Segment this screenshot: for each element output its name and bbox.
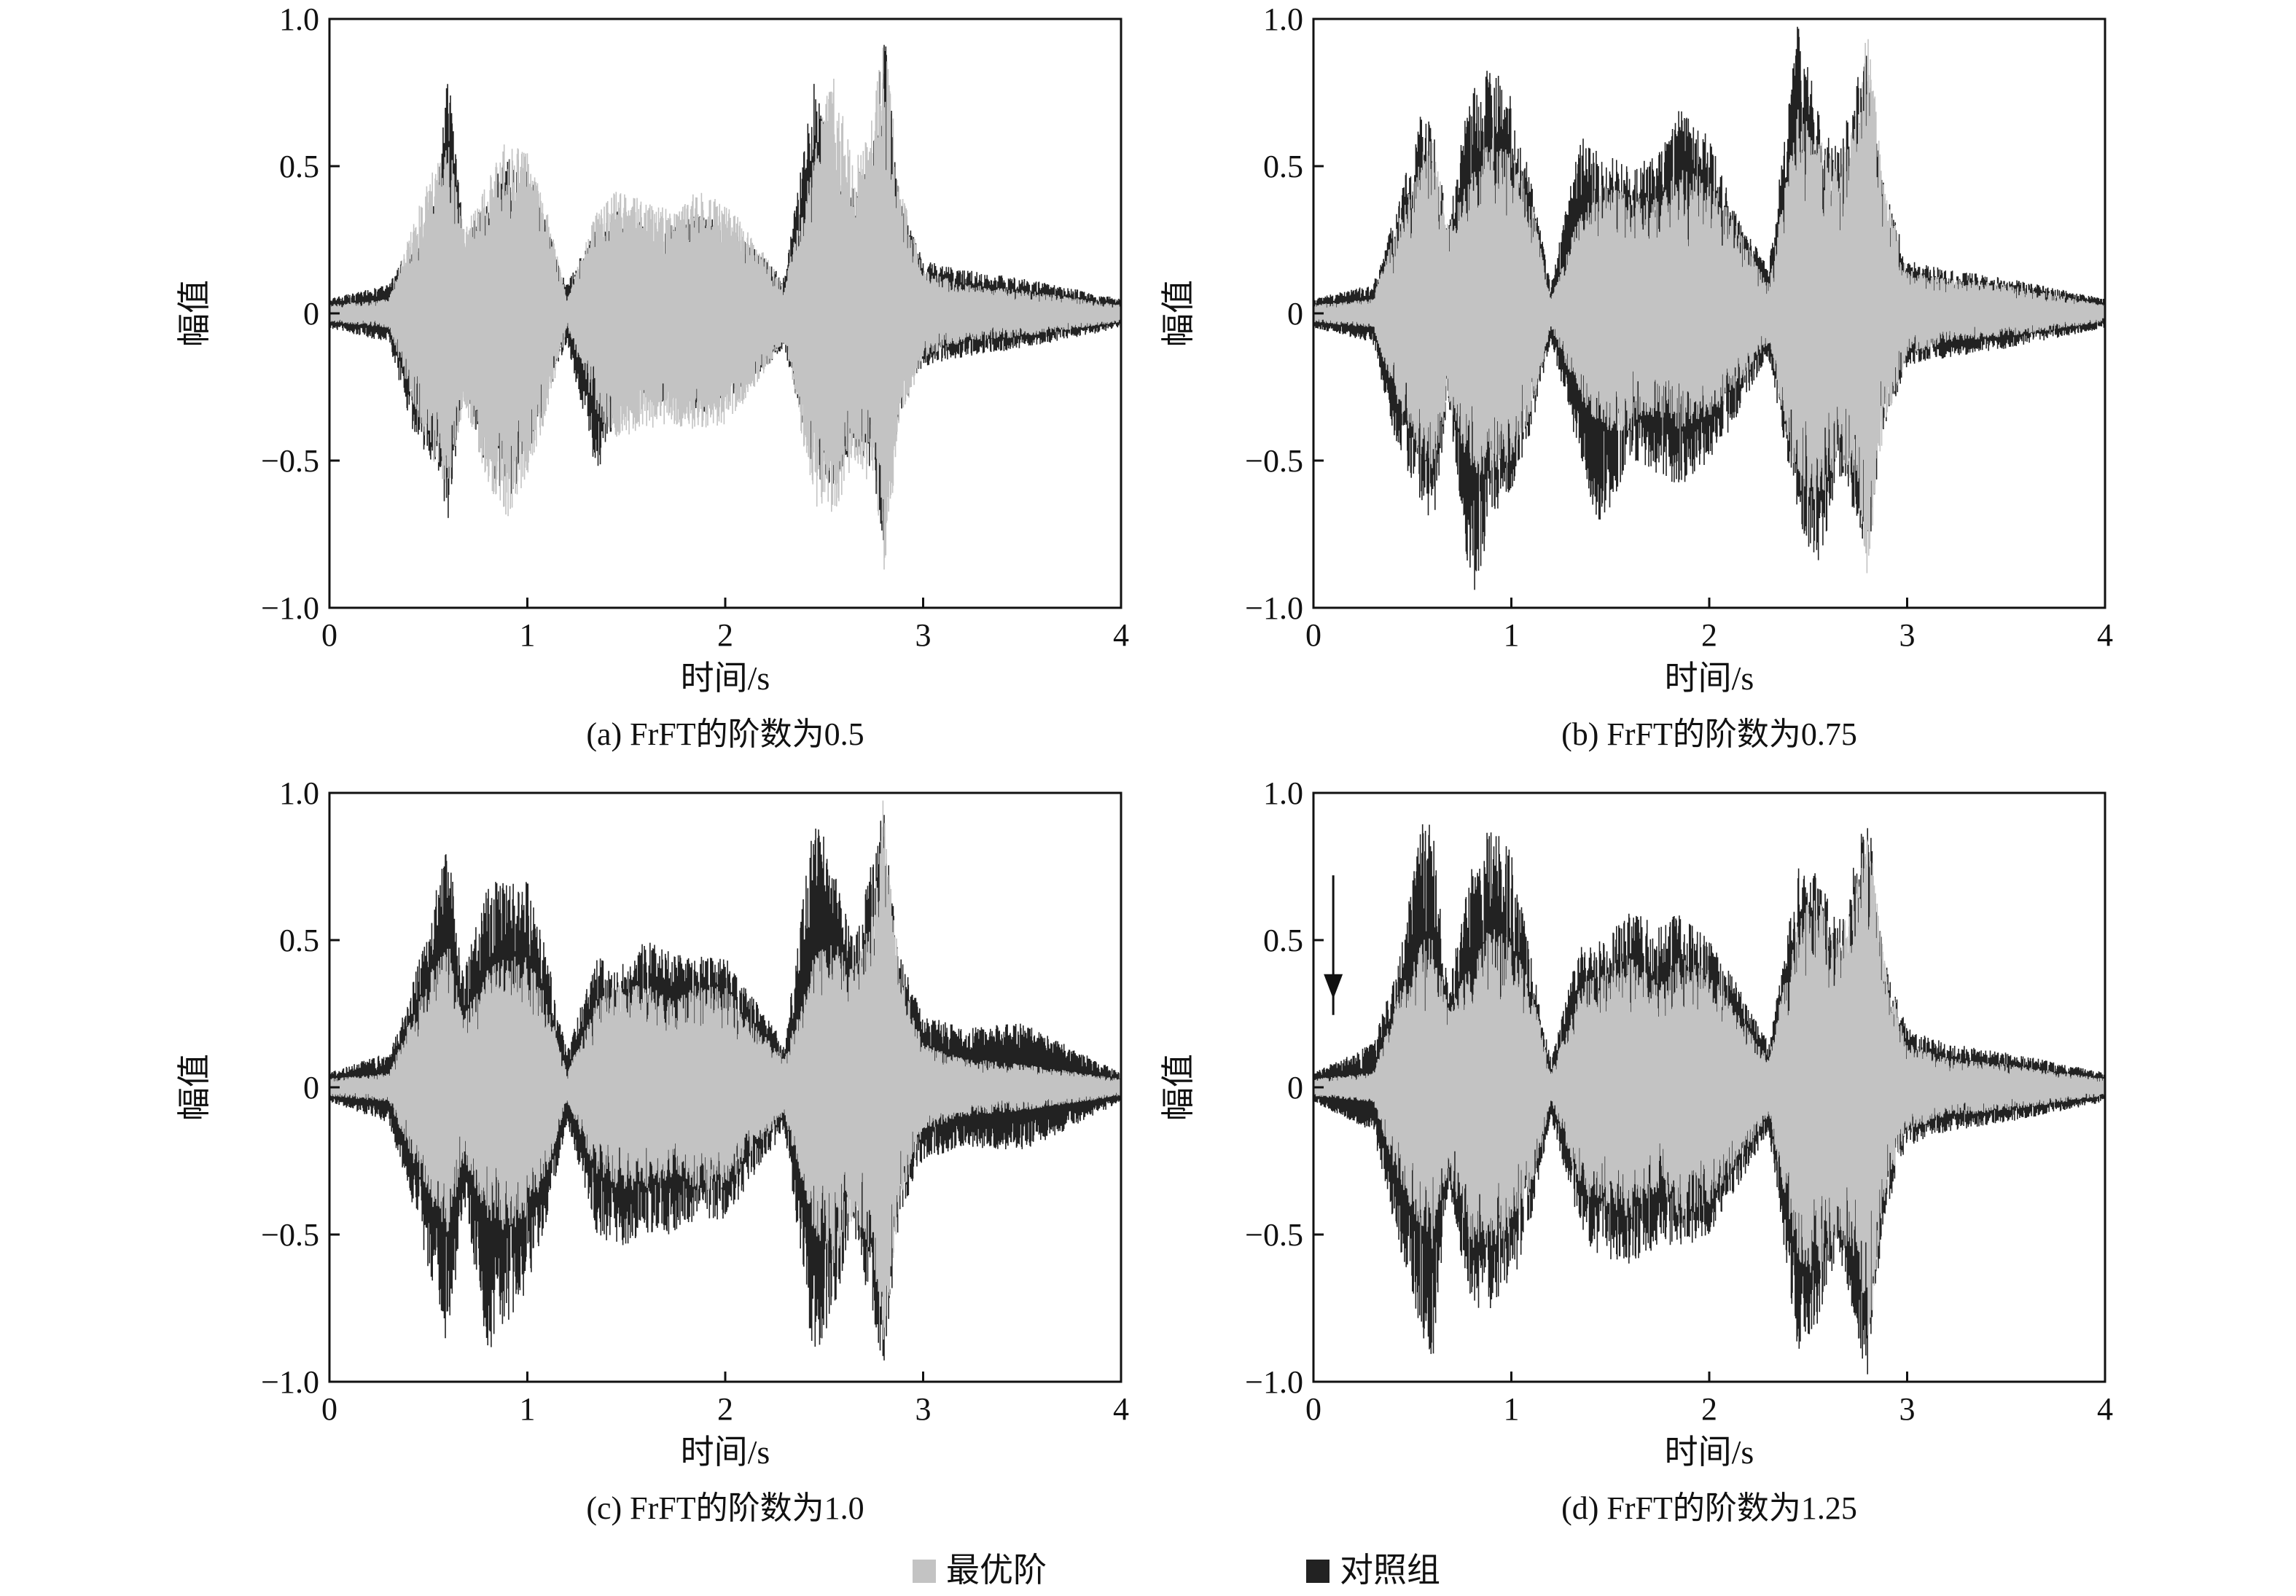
y-tick-label: −0.5 xyxy=(261,1217,319,1253)
y-tick-label: 0 xyxy=(303,296,319,332)
x-tick-label: 2 xyxy=(717,617,733,653)
x-tick-label: 4 xyxy=(1113,1391,1129,1427)
x-tick-label: 2 xyxy=(717,1391,733,1427)
y-axis-title: 幅值 xyxy=(176,1054,213,1121)
y-tick-label: 0 xyxy=(303,1070,319,1106)
annotation-arrow-head xyxy=(1324,974,1343,999)
y-tick-label: −1.0 xyxy=(1245,590,1303,626)
x-tick-label: 2 xyxy=(1701,617,1717,653)
y-tick-label: −1.0 xyxy=(261,590,319,626)
panel-caption: (a) FrFT的阶数为0.5 xyxy=(586,716,864,752)
x-tick-label: 4 xyxy=(2097,617,2113,653)
panel-caption: (c) FrFT的阶数为1.0 xyxy=(586,1490,864,1526)
y-tick-label: −1.0 xyxy=(1245,1364,1303,1400)
x-tick-label: 4 xyxy=(2097,1391,2113,1427)
x-axis-title: 时间/s xyxy=(1665,660,1754,697)
panel-caption: (d) FrFT的阶数为1.25 xyxy=(1561,1490,1857,1526)
x-tick-label: 0 xyxy=(321,1391,337,1427)
x-tick-label: 0 xyxy=(1305,1391,1321,1427)
y-tick-label: 1.0 xyxy=(1263,1,1303,37)
y-tick-label: −0.5 xyxy=(1245,1217,1303,1253)
panel-a: 1.00.50−0.5−1.00 1 2 3 4时间/s幅值(a) FrFT的阶数为0.… xyxy=(176,1,1129,752)
y-tick-label: 0.5 xyxy=(1263,923,1303,958)
y-axis-title: 幅值 xyxy=(1160,1054,1197,1121)
x-axis-title: 时间/s xyxy=(1665,1433,1754,1471)
legend-swatch-control xyxy=(1306,1560,1329,1583)
x-axis-title: 时间/s xyxy=(681,1433,770,1471)
x-tick-label: 2 xyxy=(1701,1391,1717,1427)
y-tick-label: 1.0 xyxy=(1263,775,1303,811)
x-tick-label: 1 xyxy=(1504,1391,1520,1427)
x-axis-title: 时间/s xyxy=(681,660,770,697)
legend-label-best-order: 最优阶 xyxy=(946,1552,1047,1589)
y-tick-label: 1.0 xyxy=(279,1,319,37)
legend-label-control: 对照组 xyxy=(1340,1552,1440,1589)
series-best-order xyxy=(329,47,1121,570)
x-tick-label: 0 xyxy=(321,617,337,653)
panel-b: 1.00.50−0.5−1.00 1 2 3 4时间/s幅值(b) FrFT的阶数为0.… xyxy=(1160,1,2113,752)
y-tick-label: 0 xyxy=(1287,1070,1303,1106)
panel-caption: (b) FrFT的阶数为0.75 xyxy=(1561,716,1857,752)
legend-swatch-best-order xyxy=(913,1560,936,1583)
x-tick-label: 4 xyxy=(1113,617,1129,653)
series-best-order xyxy=(1313,39,2105,574)
y-tick-label: 0.5 xyxy=(279,149,319,184)
x-tick-label: 3 xyxy=(1899,1391,1916,1427)
series-best-order xyxy=(329,800,1121,1340)
panels: 1.00.50−0.5−1.00 1 2 3 4时间/s幅值(a) FrFT的阶数为0.… xyxy=(176,1,2113,1526)
y-tick-label: −1.0 xyxy=(261,1364,319,1400)
y-axis-title: 幅值 xyxy=(176,280,213,347)
y-tick-label: 0 xyxy=(1287,296,1303,332)
x-tick-label: 1 xyxy=(1504,617,1520,653)
y-tick-label: 1.0 xyxy=(279,775,319,811)
y-tick-label: −0.5 xyxy=(261,443,319,479)
x-tick-label: 1 xyxy=(520,617,536,653)
y-tick-label: 0.5 xyxy=(279,923,319,958)
x-tick-label: 3 xyxy=(915,617,932,653)
x-tick-label: 3 xyxy=(915,1391,932,1427)
panel-c: 1.00.50−0.5−1.00 1 2 3 4时间/s幅值(c) FrFT的阶数为1.… xyxy=(176,775,1129,1526)
y-tick-label: 0.5 xyxy=(1263,149,1303,184)
legend: 最优阶 对照组 xyxy=(913,1552,1440,1589)
x-tick-label: 0 xyxy=(1305,617,1321,653)
panel-d: 1.00.50−0.5−1.00 1 2 3 4时间/s幅值(d) FrFT的阶数为1.… xyxy=(1160,775,2113,1526)
y-axis-title: 幅值 xyxy=(1160,280,1197,347)
y-tick-label: −0.5 xyxy=(1245,443,1303,479)
x-tick-label: 1 xyxy=(520,1391,536,1427)
x-tick-label: 3 xyxy=(1899,617,1916,653)
series-best-order xyxy=(1313,840,2105,1336)
